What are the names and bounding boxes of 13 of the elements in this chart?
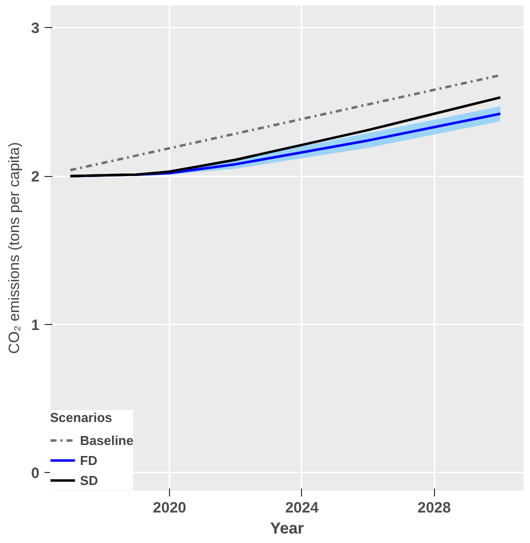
y-tick-label: 0 (31, 465, 40, 482)
y-axis-title: CO₂ emissions (tons per capita) (6, 142, 24, 354)
x-axis-title: Year (270, 520, 304, 538)
x-tick-label: 2020 (152, 500, 186, 516)
x-tick-label: 2028 (418, 500, 451, 516)
y-tick-label: 3 (31, 20, 40, 38)
legend-label: Baseline (80, 432, 134, 448)
y-tick-label: 1 (31, 316, 40, 334)
y-tick-label: 2 (31, 168, 40, 186)
legend-title: Scenarios (50, 410, 114, 425)
x-tick-label: 2024 (285, 500, 320, 516)
legend-label: FD (80, 452, 98, 468)
legend-label: SD (80, 472, 100, 488)
